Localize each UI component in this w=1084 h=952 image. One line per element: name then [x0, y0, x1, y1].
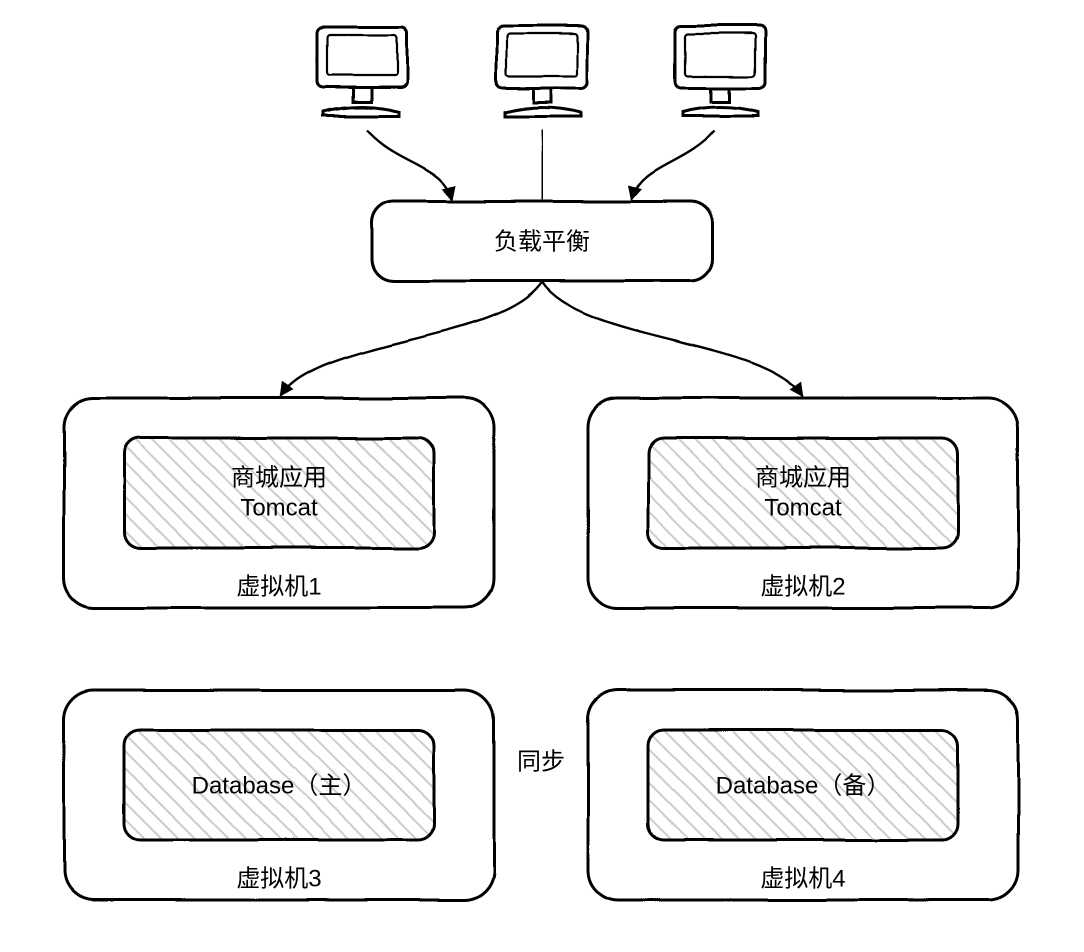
vm1-group: 商城应用 Tomcat 虚拟机1 — [64, 398, 494, 608]
vm1-inner — [124, 438, 434, 548]
computer-icon-2 — [497, 26, 587, 116]
vm1-label1: 商城应用 — [231, 464, 327, 491]
vm1-caption: 虚拟机1 — [236, 573, 321, 600]
arrow-pc2-lb — [542, 130, 543, 199]
sync-label: 同步 — [517, 748, 565, 775]
vm4-group: Database（备） 虚拟机4 — [588, 690, 1018, 900]
arrow-pc3-lb — [632, 130, 715, 199]
vm4-caption: 虚拟机4 — [760, 865, 845, 892]
computer-icon-1 — [317, 26, 407, 116]
vm2-inner — [648, 438, 958, 548]
computer-icon-3 — [675, 26, 765, 116]
vm3-label1: Database（主） — [192, 772, 367, 799]
vm4-label1: Database（备） — [716, 772, 891, 799]
arrow-lb-vm2 — [542, 282, 803, 396]
load-balancer-label: 负载平衡 — [494, 228, 590, 255]
vm3-group: Database（主） 虚拟机3 — [64, 690, 494, 900]
vm2-caption: 虚拟机2 — [760, 573, 845, 600]
vm1-label2: Tomcat — [240, 494, 318, 521]
vm3-caption: 虚拟机3 — [236, 865, 321, 892]
arrow-pc1-lb — [367, 130, 452, 199]
vm2-label1: 商城应用 — [755, 464, 851, 491]
arrow-lb-vm1 — [280, 282, 542, 396]
vm2-group: 商城应用 Tomcat 虚拟机2 — [588, 398, 1018, 608]
vm2-label2: Tomcat — [764, 494, 842, 521]
